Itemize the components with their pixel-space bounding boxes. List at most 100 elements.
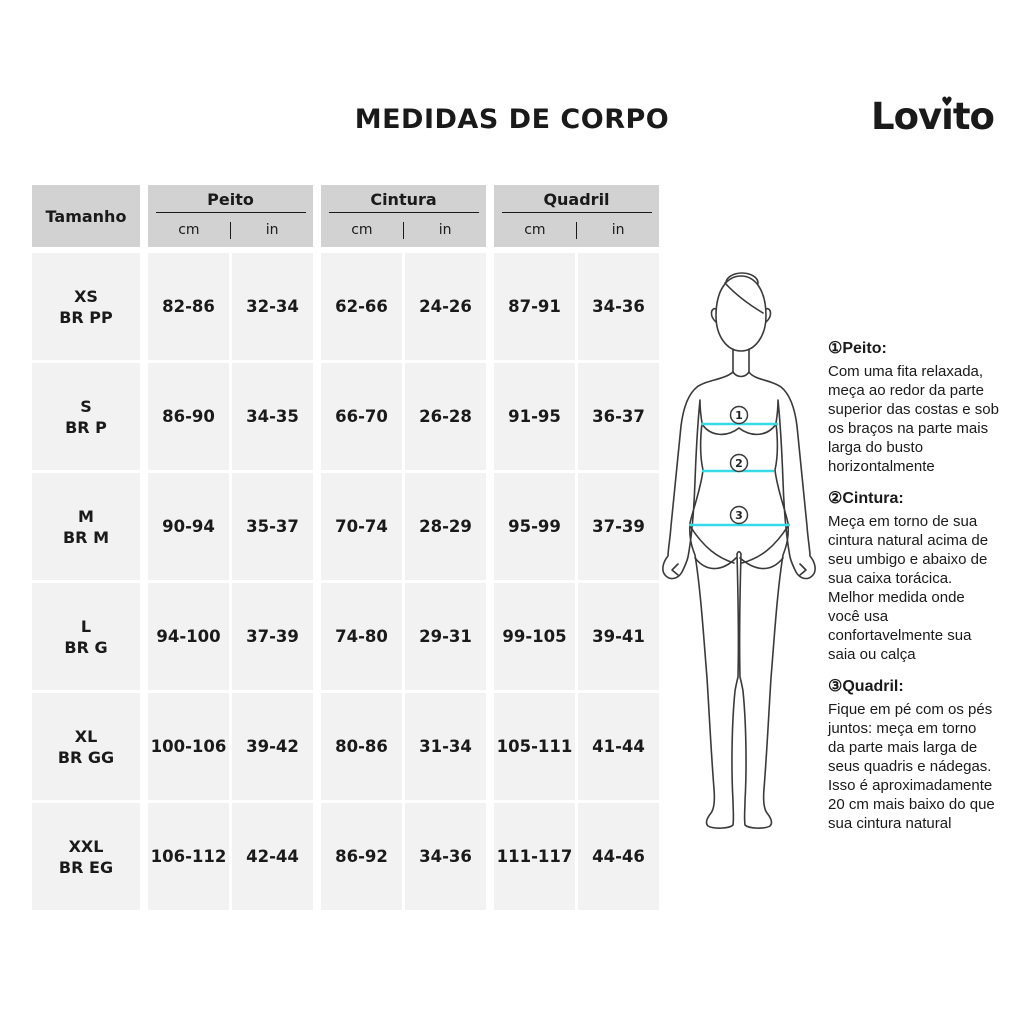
brand-logo-post: to (952, 95, 995, 138)
table-header-row: Tamanho Peito cm in Cintura cm in (32, 185, 659, 247)
circled-2-icon: ② (828, 490, 843, 507)
value-cell: 70-74 (321, 473, 402, 580)
brand-logo: Lovı ♥ to (871, 94, 995, 140)
group-label: Cintura (370, 190, 437, 209)
size-label: XXL (68, 836, 104, 856)
heart-icon: ♥ (941, 95, 953, 110)
size-label: M (78, 506, 94, 526)
size-cell: M BR M (32, 473, 140, 580)
size-label: XS (74, 286, 98, 306)
instruction-body: Fique em pé com os pés juntos: meça em t… (828, 701, 995, 832)
value-cell: 86-92 (321, 803, 402, 910)
marker-number-2: 2 (735, 457, 743, 470)
value-cell: 74-80 (321, 583, 402, 690)
brand-logo-i: ı ♥ (941, 95, 954, 138)
br-size-label: BR G (64, 637, 108, 657)
value-cell: 80-86 (321, 693, 402, 800)
value-cell: 28-29 (405, 473, 486, 580)
table-row: L BR G 94-100 37-39 74-80 29-31 99-105 3… (32, 583, 659, 690)
value-cell: 32-34 (232, 253, 313, 360)
chest-curves (701, 423, 777, 436)
unit-divider (575, 221, 578, 239)
circled-3-icon: ③ (828, 678, 843, 695)
instruction-title: Quadril: (842, 678, 904, 695)
unit-in-label: in (611, 222, 625, 238)
value-cell: 111-117 (494, 803, 575, 910)
marker-number-1: 1 (735, 409, 743, 422)
br-size-label: BR M (62, 527, 109, 547)
value-cell: 90-94 (148, 473, 229, 580)
value-cell: 91-95 (494, 363, 575, 470)
br-size-label: BR EG (58, 857, 114, 877)
value-cell: 62-66 (321, 253, 402, 360)
instruction-peito: ①Peito: Com uma fita relaxada, meça ao r… (828, 338, 1024, 476)
head (715, 275, 767, 352)
size-cell: S BR P (32, 363, 140, 470)
value-cell: 66-70 (321, 363, 402, 470)
unit-divider (229, 221, 232, 239)
value-cell: 99-105 (494, 583, 575, 690)
brand-logo-pre: Lov (871, 95, 942, 138)
unit-in-label: in (438, 222, 452, 238)
size-cell: XS BR PP (32, 253, 140, 360)
group-rule (328, 212, 479, 213)
instruction-body: Com uma fita relaxada, meça ao redor da … (828, 363, 999, 475)
value-cell: 44-46 (578, 803, 659, 910)
value-cell: 41-44 (578, 693, 659, 800)
table-row: S BR P 86-90 34-35 66-70 26-28 91-95 36-… (32, 363, 659, 470)
value-cell: 37-39 (232, 583, 313, 690)
circled-1-icon: ① (828, 340, 843, 357)
measurement-instructions: ①Peito: Com uma fita relaxada, meça ao r… (828, 338, 1024, 845)
unit-in-label: in (265, 222, 279, 238)
value-cell: 34-36 (578, 253, 659, 360)
size-label: L (80, 616, 92, 636)
br-size-label: BR PP (59, 307, 113, 327)
group-rule (155, 212, 306, 213)
value-cell: 86-90 (148, 363, 229, 470)
bikini-left-curve (689, 525, 735, 564)
left-thigh-curve (694, 557, 737, 570)
body-silhouette (662, 371, 816, 829)
value-cell: 100-106 (148, 693, 229, 800)
value-cell: 106-112 (148, 803, 229, 910)
value-cell: 95-99 (494, 473, 575, 580)
right-hand-fingers (799, 563, 807, 576)
group-label: Quadril (543, 190, 610, 209)
hair-sweep (724, 282, 764, 314)
column-group-peito: Peito cm in (148, 185, 313, 247)
marker-circle-2 (729, 453, 749, 473)
instruction-body: Meça em torno de sua cintura natural aci… (828, 513, 989, 663)
unit-cm-label: cm (351, 222, 373, 238)
page-title: MEDIDAS DE CORPO (354, 104, 670, 135)
instruction-quadril: ③Quadril: Fique em pé com os pés juntos:… (828, 676, 1024, 833)
br-size-label: BR GG (57, 747, 115, 767)
value-cell: 82-86 (148, 253, 229, 360)
unit-cm-label: cm (178, 222, 200, 238)
unit-cm-label: cm (524, 222, 546, 238)
value-cell: 34-35 (232, 363, 313, 470)
size-cell: XXL BR EG (32, 803, 140, 910)
right-thigh-curve (739, 557, 784, 570)
marker-number-3: 3 (735, 509, 743, 522)
column-group-quadril: Quadril cm in (494, 185, 659, 247)
value-cell: 36-37 (578, 363, 659, 470)
left-hand-fingers (671, 563, 679, 576)
marker-circle-3 (729, 505, 749, 525)
table-row: M BR M 90-94 35-37 70-74 28-29 95-99 37-… (32, 473, 659, 580)
neck (732, 348, 750, 373)
value-cell: 105-111 (494, 693, 575, 800)
column-group-cintura: Cintura cm in (321, 185, 486, 247)
value-cell: 26-28 (405, 363, 486, 470)
column-header-size: Tamanho (32, 185, 140, 247)
body-measurement-diagram: 1 2 3 (650, 262, 840, 842)
size-cell: XL BR GG (32, 693, 140, 800)
marker-circle-1 (729, 405, 749, 425)
female-body-outline: 1 2 3 (662, 272, 816, 829)
instruction-title: Cintura: (842, 490, 904, 507)
value-cell: 31-34 (405, 693, 486, 800)
table-row: XXL BR EG 106-112 42-44 86-92 34-36 111-… (32, 803, 659, 910)
value-cell: 29-31 (405, 583, 486, 690)
value-cell: 34-36 (405, 803, 486, 910)
value-cell: 35-37 (232, 473, 313, 580)
